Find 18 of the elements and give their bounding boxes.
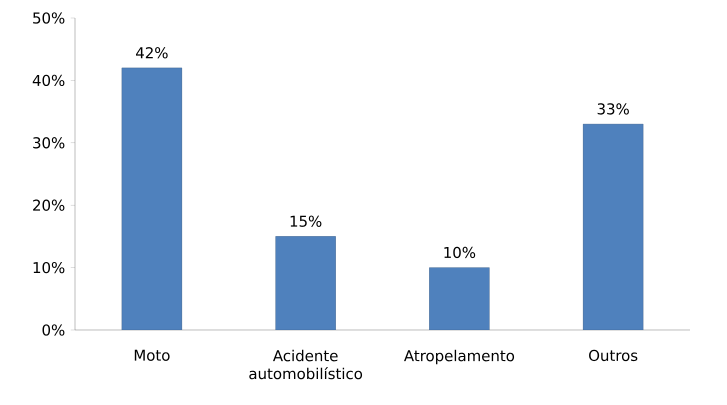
bar <box>429 267 490 330</box>
y-tick-label: 40% <box>32 74 64 86</box>
data-label: 10% <box>444 246 476 258</box>
bar <box>275 236 336 330</box>
y-tick-label: 30% <box>33 137 64 148</box>
x-tick-label: Atropelamento <box>404 350 514 364</box>
x-tick-label: Acidente automobilístico <box>249 350 362 380</box>
y-tick-label: 50% <box>33 12 64 24</box>
x-tick-label: Outros <box>589 350 638 362</box>
y-tick-label: 20% <box>33 200 64 211</box>
bar <box>122 68 182 330</box>
x-tick-label: Moto <box>134 350 170 361</box>
data-label: 42% <box>136 47 168 58</box>
data-label: 33% <box>598 103 629 115</box>
data-label: 15% <box>290 216 322 227</box>
y-tick-label: 10% <box>34 262 64 274</box>
y-tick-label: 0% <box>42 324 64 336</box>
bar <box>582 124 644 330</box>
